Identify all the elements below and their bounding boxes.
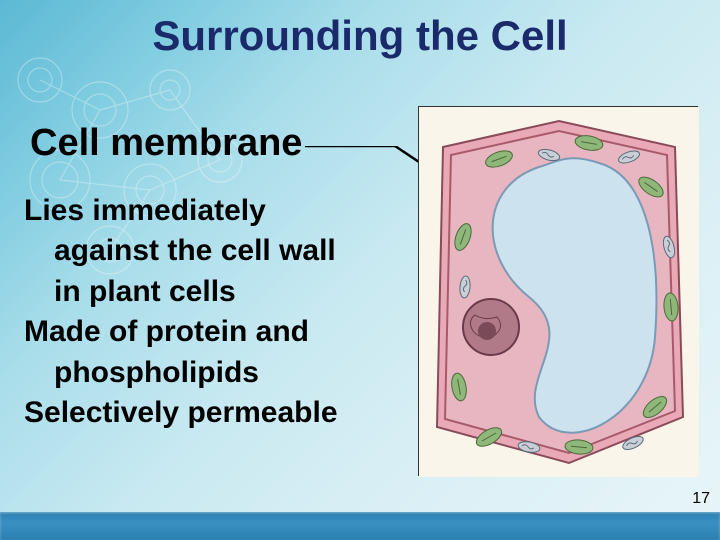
nucleolus [478, 322, 496, 340]
slide-title: Surrounding the Cell [0, 12, 720, 60]
body-line: Selectively permeable [24, 394, 424, 432]
body-text: Lies immediatelyagainst the cell wallin … [24, 192, 424, 434]
body-line: in plant cells [24, 273, 424, 311]
body-line: against the cell wall [24, 232, 424, 270]
section-title: Cell membrane [30, 122, 302, 165]
page-number: 17 [692, 490, 710, 508]
body-line: phospholipids [24, 354, 424, 392]
body-line: Lies immediately [24, 192, 424, 230]
body-line: Made of protein and [24, 313, 424, 351]
footer-bar [0, 512, 720, 540]
cell-diagram [418, 106, 698, 476]
